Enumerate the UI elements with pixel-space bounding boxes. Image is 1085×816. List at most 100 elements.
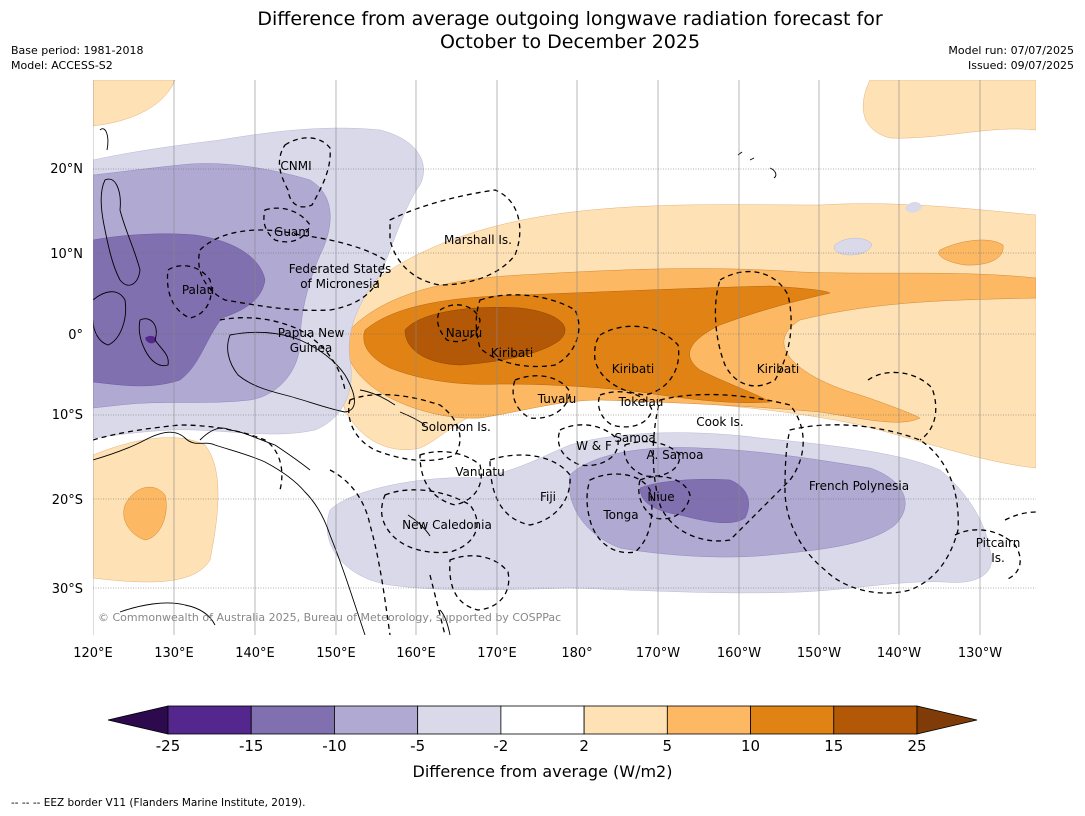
new-guinea-coast <box>227 331 355 413</box>
eez-wallis-samoa <box>557 424 619 467</box>
label-french-polynesia: French Polynesia <box>809 479 909 493</box>
eez-solomon <box>348 393 461 462</box>
label-cook: Cook Is. <box>696 415 743 429</box>
label-niue: Niue <box>647 490 674 504</box>
label-guam: Guam <box>274 225 310 239</box>
colorbar-segment <box>833 705 918 735</box>
label-tuvalu: Tuvalu <box>537 392 577 406</box>
colorbar-arrow-low <box>107 705 169 735</box>
positive-anomaly-australia-small <box>123 486 167 541</box>
colorbar-tick-label: -2 <box>493 737 508 755</box>
colorbar: -25 -15 -10 -5 -2 2 5 10 15 25 <box>107 705 978 755</box>
x-tick-160w: 160°W <box>717 646 761 661</box>
x-tick-170w: 170°W <box>636 646 680 661</box>
map-title: Difference from average outgoing longwav… <box>0 8 1085 54</box>
eez-australia-edge <box>93 424 283 491</box>
label-tokelau: Tokelau <box>618 395 664 409</box>
label-png-1: Papua New <box>278 326 345 340</box>
colorbar-segment <box>250 705 335 735</box>
negative-anomaly-south-strong <box>639 479 749 524</box>
label-pitcairn-2: Is. <box>991 551 1005 565</box>
base-period: Base period: 1981-2018 <box>11 44 144 57</box>
region-labels: CNMI Guam Marshall Is. Federated States … <box>182 159 1020 565</box>
philippines-coast <box>100 178 141 286</box>
colorbar-segment <box>417 705 502 735</box>
colorbar-tick-label: -5 <box>410 737 425 755</box>
colorbar-tick-label: -25 <box>156 737 181 755</box>
label-nauru: Nauru <box>446 326 482 340</box>
colorbar-tick-label: -15 <box>239 737 264 755</box>
copyright-notice: © Commonwealth of Australia 2025, Bureau… <box>98 611 561 624</box>
label-cnmi: CNMI <box>280 159 311 173</box>
colorbar-tick-label: 10 <box>741 737 760 755</box>
negative-anomaly-east-small <box>834 237 873 256</box>
meta-right: Model run: 07/07/2025 Issued: 09/07/2025 <box>948 43 1074 73</box>
label-png-2: Guinea <box>290 341 333 355</box>
colorbar-segment <box>167 705 252 735</box>
gridlines <box>93 80 981 635</box>
eez-tuvalu <box>512 375 571 419</box>
x-tick-160e: 160°E <box>396 646 436 661</box>
x-axis-ticks: 120°E 130°E 140°E 150°E 160°E 170°E 180°… <box>73 646 1002 661</box>
australia-north <box>199 427 311 471</box>
eez-png <box>219 317 346 391</box>
sulawesi-coast <box>138 318 169 367</box>
coastlines <box>93 128 777 635</box>
title-line-1: Difference from average outgoing longwav… <box>257 8 883 30</box>
y-tick-30s: 30°S <box>52 582 83 597</box>
eez-fiji <box>489 454 571 526</box>
y-tick-0: 0° <box>68 328 83 343</box>
model-run: Model run: 07/07/2025 <box>948 44 1074 57</box>
label-fiji: Fiji <box>540 490 556 504</box>
y-tick-20n: 20°N <box>50 162 83 177</box>
issued-date: Issued: 09/07/2025 <box>967 59 1074 72</box>
colorbar-tick-label: -10 <box>322 737 347 755</box>
tasmania-coast <box>119 602 216 626</box>
label-solomon: Solomon Is. <box>421 420 491 434</box>
colorbar-segment <box>334 705 419 735</box>
label-kiribati-east: Kiribati <box>757 362 799 376</box>
new-caledonia-coast <box>407 514 431 537</box>
colorbar-label: Difference from average (W/m2) <box>412 762 673 781</box>
colorbar-tick-label: 5 <box>663 737 673 755</box>
eez-new-zealand-edge <box>429 574 446 635</box>
parallels <box>93 168 1036 589</box>
colorbar-tick-label: 2 <box>579 737 589 755</box>
positive-anomaly-15-25 <box>404 307 566 366</box>
x-tick-120e: 120°E <box>73 646 113 661</box>
x-tick-170e: 170°E <box>477 646 517 661</box>
x-tick-130w: 130°W <box>958 646 1002 661</box>
label-kiribati-west: Kiribati <box>491 346 533 360</box>
new-zealand-coast <box>439 609 451 635</box>
x-tick-150w: 150°W <box>797 646 841 661</box>
x-tick-140w: 140°W <box>877 646 921 661</box>
y-axis-ticks: 20°N 10°N 0° 10°S 20°S 30°S <box>50 162 83 597</box>
eez-cnmi <box>278 137 331 208</box>
y-tick-10n: 10°N <box>50 247 83 262</box>
label-micronesia-1: Federated States <box>289 262 391 276</box>
hawaii-coast <box>737 151 777 179</box>
borneo-coast <box>93 291 127 346</box>
anomaly-layer: CNMI Guam Marshall Is. Federated States … <box>93 80 1036 635</box>
y-tick-20s: 20°S <box>52 493 83 508</box>
positive-anomaly-east-band <box>938 239 1004 266</box>
colorbar-tick-label: 25 <box>907 737 926 755</box>
label-marshall: Marshall Is. <box>444 233 512 247</box>
eez-borders <box>93 137 1036 635</box>
eez-french-polynesia-east <box>867 371 937 441</box>
label-new-caledonia: New Caledonia <box>402 518 492 532</box>
eez-footnote: -- -- -- EEZ border V11 (Flanders Marine… <box>11 797 306 809</box>
label-vanuatu: Vanuatu <box>455 465 505 479</box>
eez-east-edge <box>1004 511 1036 521</box>
eez-australia-east <box>329 469 391 635</box>
eez-french-polynesia <box>784 424 959 594</box>
eez-tonga <box>586 473 653 554</box>
eez-palau <box>166 265 212 319</box>
eez-american-samoa <box>623 441 681 477</box>
x-tick-150e: 150°E <box>316 646 356 661</box>
negative-anomaly-northeast-small <box>905 201 922 213</box>
x-tick-180: 180° <box>561 646 592 661</box>
meta-left: Base period: 1981-2018 Model: ACCESS-S2 <box>11 43 143 73</box>
eez-kiribati-central <box>594 325 680 396</box>
